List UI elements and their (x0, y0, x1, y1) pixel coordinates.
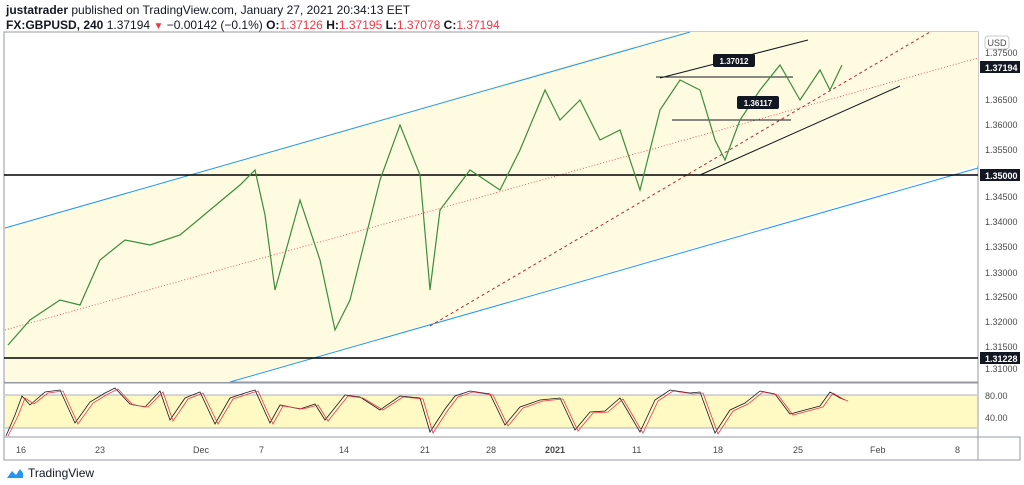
svg-text:1.36500: 1.36500 (985, 95, 1018, 105)
svg-text:1.34000: 1.34000 (985, 217, 1018, 227)
close-value: 1.37194 (456, 18, 500, 32)
svg-text:Feb: Feb (870, 445, 886, 455)
svg-text:1.36000: 1.36000 (985, 120, 1018, 130)
publish-header: justatrader published on TradingView.com… (6, 3, 410, 17)
svg-text:1.35000: 1.35000 (985, 171, 1018, 181)
label-high-text: 1.37012 (720, 57, 749, 66)
last-price: 1.37194 (106, 18, 151, 32)
wedge-lower-line (699, 85, 901, 176)
author-name: justatrader (6, 3, 69, 17)
svg-text:80.00: 80.00 (985, 391, 1008, 401)
svg-text:1.33000: 1.33000 (985, 268, 1018, 278)
svg-text:Dec: Dec (193, 445, 210, 455)
time-ticks: 16 23 Dec 7 14 21 28 2021 11 18 25 Feb 8 (16, 445, 960, 455)
label-mid-text: 1.36117 (744, 99, 773, 108)
price-series (7, 63, 843, 346)
svg-text:1.35500: 1.35500 (985, 145, 1018, 155)
currency-badge[interactable] (984, 35, 1010, 50)
label-mid-box (737, 96, 779, 109)
svg-text:28: 28 (486, 445, 496, 455)
level-tag-1-35000 (980, 169, 1020, 181)
change: −0.00142 (−0.1%) (166, 18, 263, 32)
channel-upper-line (4, 31, 691, 229)
high-value: 1.37195 (338, 18, 383, 32)
label-high-box (713, 54, 755, 67)
current-price-tag (980, 61, 1020, 73)
down-arrow-icon: ▼ (153, 21, 164, 32)
tradingview-branding[interactable]: TradingView (6, 466, 94, 480)
currency-label: USD (987, 38, 1007, 48)
svg-text:7: 7 (259, 445, 264, 455)
stoch-d-line (7, 388, 849, 437)
svg-text:11: 11 (632, 445, 641, 455)
svg-text:14: 14 (339, 445, 349, 455)
svg-text:1.32500: 1.32500 (985, 292, 1018, 302)
svg-text:1.32000: 1.32000 (985, 317, 1018, 327)
svg-text:2021: 2021 (545, 445, 565, 455)
channel-mid-line (4, 57, 979, 331)
oscillator-band (5, 395, 977, 428)
svg-text:16: 16 (16, 445, 26, 455)
time-axis (3, 436, 1021, 461)
svg-text:1.34500: 1.34500 (985, 192, 1018, 202)
svg-text:1.37194: 1.37194 (985, 63, 1018, 73)
price-ticks: 1.37500 1.36500 1.36000 1.35500 1.34500 … (985, 48, 1018, 374)
svg-text:21: 21 (420, 445, 430, 455)
svg-text:1.31000: 1.31000 (985, 364, 1018, 374)
dashed-trendline (429, 31, 931, 327)
channel-lower-line (229, 167, 979, 383)
svg-text:25: 25 (793, 445, 803, 455)
svg-text:1.33500: 1.33500 (985, 242, 1018, 252)
symbol-legend: FX:GBPUSD, 240 1.37194 ▼ −0.00142 (−0.1%… (6, 18, 500, 32)
tradingview-brand-text: TradingView (28, 466, 95, 480)
published-text: published on TradingView.com, January 27… (71, 3, 411, 17)
svg-text:8: 8 (955, 445, 960, 455)
svg-text:1.37500: 1.37500 (985, 48, 1018, 58)
svg-text:1.31228: 1.31228 (985, 354, 1018, 364)
symbol: FX:GBPUSD, 240 (6, 18, 104, 32)
stoch-k-line (5, 387, 846, 437)
svg-text:18: 18 (713, 445, 723, 455)
low-value: 1.37078 (396, 18, 441, 32)
svg-text:1.31500: 1.31500 (985, 342, 1018, 352)
level-tag-1-31228 (980, 352, 1020, 364)
open-value: 1.37126 (279, 18, 323, 32)
tradingview-logo-icon (7, 469, 23, 478)
svg-text:23: 23 (95, 445, 105, 455)
svg-text:40.00: 40.00 (985, 413, 1008, 423)
